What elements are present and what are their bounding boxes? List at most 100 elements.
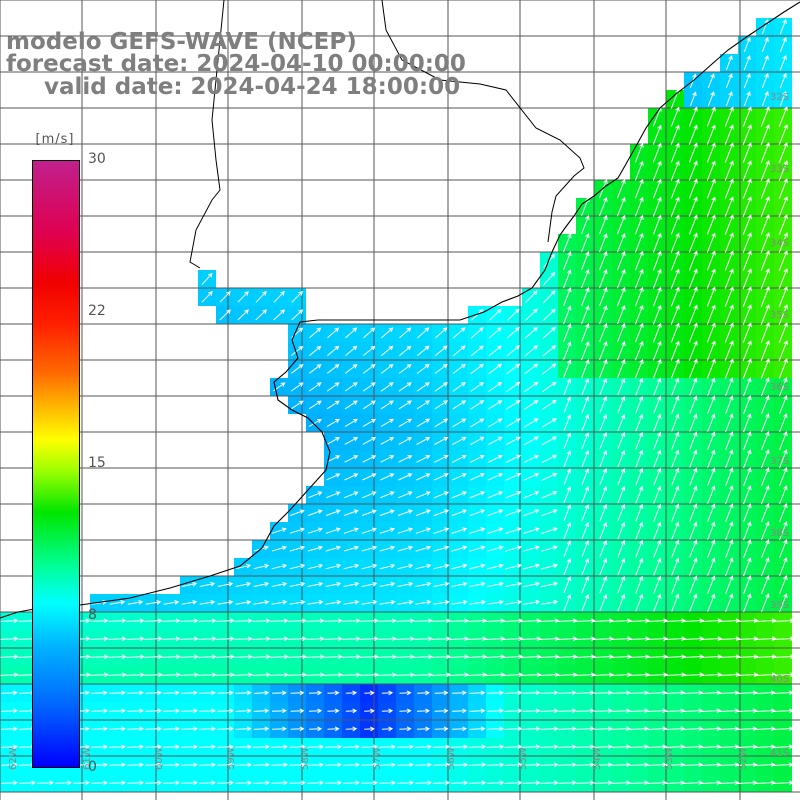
wind-arrow xyxy=(145,690,162,696)
wind-arrow xyxy=(18,780,37,786)
wind-arrow xyxy=(541,436,558,446)
wind-arrow xyxy=(216,672,235,678)
wind-arrow xyxy=(504,762,523,768)
wind-arrow xyxy=(289,545,306,552)
wind-arrow xyxy=(326,455,341,463)
wind-arrow xyxy=(252,744,271,750)
wind-arrow xyxy=(647,762,668,768)
wind-arrow xyxy=(326,382,340,392)
wind-arrow xyxy=(743,593,752,613)
wind-arrow xyxy=(724,106,734,127)
wind-arrow xyxy=(563,576,572,594)
wind-arrow xyxy=(581,414,590,432)
wind-arrow xyxy=(541,509,558,517)
wind-arrow xyxy=(379,545,396,552)
wind-arrow xyxy=(398,473,413,481)
wind-arrow xyxy=(542,326,556,339)
wind-arrow xyxy=(743,37,751,53)
wind-arrow xyxy=(778,232,788,254)
wind-arrow xyxy=(198,654,217,660)
wind-arrow xyxy=(688,304,698,325)
wind-arrow xyxy=(344,437,359,445)
wind-arrow xyxy=(670,304,680,325)
wind-arrow xyxy=(364,690,375,696)
wind-arrow xyxy=(361,563,378,570)
wind-arrow xyxy=(307,599,324,605)
wind-arrow xyxy=(450,780,469,786)
wind-arrow xyxy=(761,521,770,541)
wind-arrow xyxy=(706,340,716,361)
wind-arrow xyxy=(380,455,395,463)
wind-arrow xyxy=(563,305,572,324)
wind-arrow xyxy=(362,455,377,463)
wind-arrow xyxy=(617,377,626,396)
wind-arrow xyxy=(670,358,680,379)
wind-arrow xyxy=(671,431,680,450)
wind-arrow xyxy=(0,618,19,624)
wind-arrow xyxy=(707,377,716,396)
wind-arrow xyxy=(505,418,521,428)
wind-arrow xyxy=(414,654,433,660)
wind-arrow xyxy=(306,780,325,786)
wind-arrow xyxy=(396,672,415,678)
wind-arrow xyxy=(199,600,216,605)
wind-arrow xyxy=(255,290,267,303)
wind-arrow xyxy=(126,618,145,624)
wind-arrow xyxy=(665,726,686,732)
wind-arrow xyxy=(452,418,467,428)
wind-arrow xyxy=(719,744,740,750)
wind-arrow xyxy=(378,636,397,642)
wind-arrow xyxy=(743,55,751,71)
wind-arrow xyxy=(563,378,571,395)
wind-arrow xyxy=(724,340,734,361)
wind-arrow xyxy=(180,618,199,624)
wind-arrow xyxy=(234,636,253,642)
wind-arrow xyxy=(415,509,431,517)
wind-arrow xyxy=(599,359,608,379)
wind-arrow xyxy=(144,672,163,678)
wind-arrow xyxy=(563,323,572,342)
wind-arrow xyxy=(126,708,145,714)
wind-arrow xyxy=(612,744,631,750)
wind-arrow xyxy=(522,708,541,714)
wind-arrow xyxy=(611,618,632,624)
wind-arrow xyxy=(415,581,432,587)
wind-arrow xyxy=(706,106,716,127)
wind-arrow xyxy=(324,762,343,768)
wind-arrow xyxy=(540,708,559,714)
wind-arrow xyxy=(255,309,268,321)
wind-arrow xyxy=(450,744,469,750)
wind-arrow xyxy=(344,400,358,410)
wind-arrow xyxy=(725,449,734,468)
wind-arrow xyxy=(219,291,231,303)
wind-arrow xyxy=(523,491,540,499)
wind-arrow xyxy=(145,600,162,605)
wind-arrow xyxy=(742,304,752,325)
wind-arrow xyxy=(581,341,590,361)
wind-arrow xyxy=(181,581,198,587)
wind-arrow xyxy=(599,250,608,271)
wind-arrow xyxy=(688,358,698,379)
wind-arrow xyxy=(470,363,485,375)
wind-arrow xyxy=(235,581,252,587)
wind-arrow xyxy=(773,708,794,714)
wind-arrow xyxy=(162,672,181,678)
wind-arrow xyxy=(433,509,450,517)
wind-arrow xyxy=(397,563,414,570)
wind-arrow xyxy=(778,124,788,146)
wind-arrow xyxy=(344,491,359,499)
wind-arrow xyxy=(689,377,698,396)
wind-arrow xyxy=(343,599,360,605)
wind-arrow xyxy=(558,780,577,786)
wind-arrow xyxy=(725,557,734,576)
wind-arrow xyxy=(737,726,758,732)
wind-arrow xyxy=(760,160,770,182)
wind-arrow xyxy=(505,509,522,517)
wind-arrow xyxy=(563,486,572,503)
wind-arrow xyxy=(306,636,325,642)
wind-arrow xyxy=(234,744,253,750)
wind-arrow xyxy=(523,400,539,410)
wind-arrow xyxy=(342,762,361,768)
wind-arrow xyxy=(324,672,343,678)
